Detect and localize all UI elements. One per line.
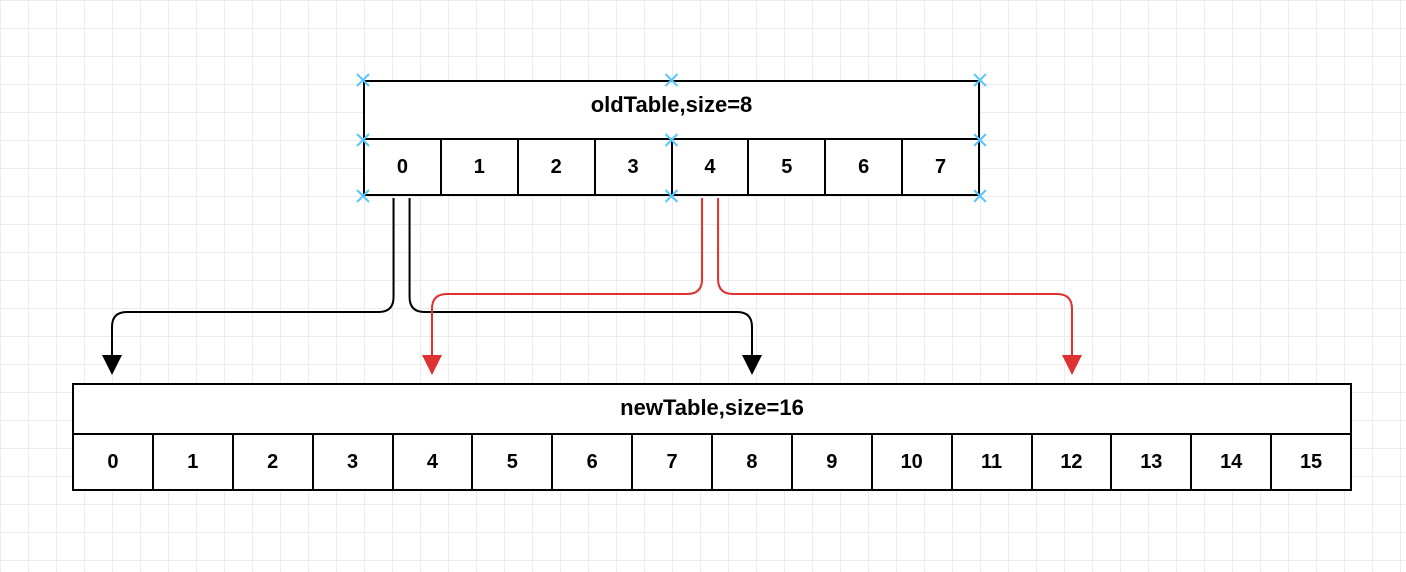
table-cell: 4 bbox=[392, 435, 472, 489]
table-cell: 0 bbox=[365, 140, 440, 194]
table-cell: 14 bbox=[1190, 435, 1270, 489]
table-cell: 6 bbox=[824, 140, 901, 194]
table-cell: 3 bbox=[594, 140, 671, 194]
table-cell: 9 bbox=[791, 435, 871, 489]
table-cell: 7 bbox=[631, 435, 711, 489]
table-cell: 3 bbox=[312, 435, 392, 489]
table-cell: 13 bbox=[1110, 435, 1190, 489]
old-table-box: oldTable,size=8 01234567 bbox=[363, 80, 980, 196]
table-cell: 5 bbox=[747, 140, 824, 194]
old-table-cells: 01234567 bbox=[365, 138, 978, 194]
new-table-cells: 0123456789101112131415 bbox=[74, 433, 1350, 489]
table-cell: 8 bbox=[711, 435, 791, 489]
table-cell: 1 bbox=[152, 435, 232, 489]
new-table-box: newTable,size=16 0123456789101112131415 bbox=[72, 383, 1352, 491]
old-table-title: oldTable,size=8 bbox=[365, 82, 978, 142]
table-cell: 15 bbox=[1270, 435, 1350, 489]
table-cell: 12 bbox=[1031, 435, 1111, 489]
table-cell: 11 bbox=[951, 435, 1031, 489]
table-cell: 1 bbox=[440, 140, 517, 194]
table-cell: 10 bbox=[871, 435, 951, 489]
table-cell: 0 bbox=[74, 435, 152, 489]
table-cell: 7 bbox=[901, 140, 978, 194]
table-cell: 5 bbox=[471, 435, 551, 489]
table-cell: 2 bbox=[517, 140, 594, 194]
table-cell: 2 bbox=[232, 435, 312, 489]
new-table-title: newTable,size=16 bbox=[74, 385, 1350, 437]
table-cell: 4 bbox=[671, 140, 748, 194]
table-cell: 6 bbox=[551, 435, 631, 489]
